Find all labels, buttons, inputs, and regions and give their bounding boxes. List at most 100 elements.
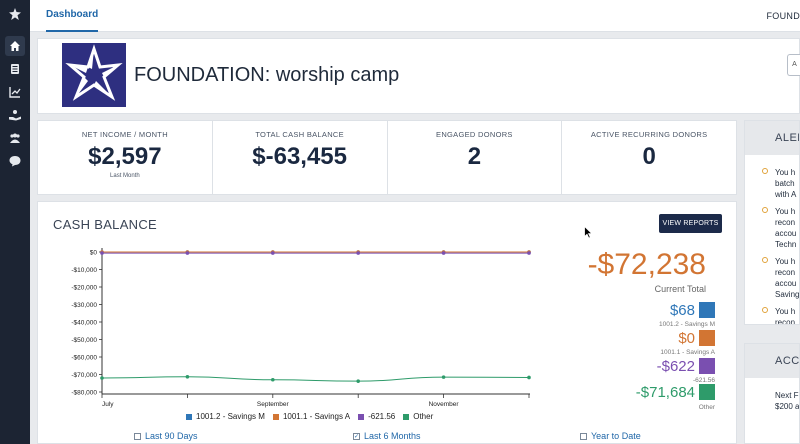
legend-item-savings-a[interactable]: 1001.1 - Savings A — [272, 412, 351, 421]
cash-balance-chart: $0 -$10,000 -$20,000 -$30,000 -$40,000 -$50,0… — [71, 248, 531, 408]
stat-engaged-donors: ENGAGED DONORS 2 — [388, 121, 563, 194]
data-point — [185, 251, 190, 255]
checkbox[interactable]: ✓ — [353, 432, 360, 440]
stats-row: NET INCOME / MONTH $2,597 Last Month TOT… — [37, 120, 737, 195]
series-label: Other — [698, 404, 715, 411]
series-value: -$622 — [656, 357, 695, 375]
accounts-panel: ACCO Next F $200 a — [744, 343, 800, 444]
org-header: FOUNDATION: worship camp A — [37, 38, 800, 114]
checkbox[interactable] — [134, 432, 141, 440]
current-total-label: Current Total — [654, 284, 706, 294]
data-point — [527, 251, 531, 255]
app-logo-icon[interactable] — [8, 7, 22, 21]
y-tick-label: -$80,000 — [71, 390, 97, 397]
y-tick-label: $0 — [90, 250, 98, 257]
alert-text: with A — [775, 190, 797, 199]
alert-text: You h — [775, 168, 796, 177]
chart-legend: 1001.2 - Savings M 1001.1 - Savings A -6… — [186, 412, 441, 421]
y-tick-label: -$20,000 — [71, 285, 97, 292]
foundation-logo-icon — [62, 43, 126, 107]
alert-item[interactable]: You hreconaccouCredit — [745, 306, 799, 324]
legend-label: 1001.1 - Savings A — [282, 412, 351, 421]
view-reports-button[interactable]: VIEW REPORTS — [659, 214, 722, 233]
alert-text: Saving — [775, 290, 800, 299]
data-point — [356, 379, 361, 383]
alert-text: accou — [775, 229, 797, 238]
y-tick-label: -$60,000 — [71, 355, 97, 362]
stat-label: NET INCOME / MONTH — [81, 130, 168, 139]
checkbox[interactable] — [580, 432, 587, 440]
alert-item[interactable]: You h recon accou Techn — [745, 206, 799, 250]
stat-total-cash: TOTAL CASH BALANCE $-63,455 — [213, 121, 388, 194]
stat-value: $2,597 — [88, 143, 162, 170]
alert-text: You h — [775, 207, 796, 216]
data-point — [356, 251, 361, 255]
y-tick-label: -$40,000 — [71, 320, 97, 327]
mouse-cursor-icon — [584, 226, 593, 239]
series-label: 1001.1 - Savings A — [660, 349, 715, 356]
alert-text: recon — [775, 218, 796, 227]
x-tick-label: July — [102, 401, 114, 408]
legend-swatch — [403, 413, 410, 420]
series-swatch — [699, 302, 715, 318]
range-last-90-days[interactable]: Last 90 Days — [134, 431, 198, 441]
x-tick-label: September — [257, 401, 290, 408]
alert-item[interactable]: You h batch with A — [745, 167, 799, 200]
range-label: Year to Date — [591, 431, 641, 441]
stat-label: ENGAGED DONORS — [436, 130, 513, 139]
alert-text: batch — [775, 179, 795, 188]
alert-text: accou — [775, 279, 797, 288]
org-switcher[interactable]: FOUND — [766, 11, 800, 21]
series-value: -$71,684 — [635, 383, 695, 401]
series-label: -621.56 — [692, 377, 715, 384]
series-line — [101, 376, 530, 382]
series-swatch — [699, 358, 715, 374]
home-icon[interactable] — [8, 39, 22, 53]
alert-item[interactable]: You h recon accou Saving — [745, 256, 799, 300]
legend-item-savings-m[interactable]: 1001.2 - Savings M — [186, 412, 265, 421]
alerts-panel: ALER You h batch with A You h recon accou Tech… — [744, 120, 800, 325]
stat-recurring-donors: ACTIVE RECURRING DONORS 0 — [562, 121, 736, 194]
series-summary-621: -$622 — [656, 357, 715, 375]
alert-text: You h — [775, 307, 796, 316]
data-point — [441, 375, 446, 379]
legend-label: -621.56 — [368, 412, 396, 421]
x-tick-label: November — [429, 401, 460, 408]
accounts-amount: $200 a — [775, 402, 800, 411]
people-icon[interactable] — [8, 131, 22, 145]
data-point — [527, 375, 531, 380]
ledger-icon[interactable] — [8, 62, 22, 76]
legend-item-621[interactable]: -621.56 — [358, 412, 395, 421]
stat-label: ACTIVE RECURRING DONORS — [590, 130, 708, 139]
alert-text: You h — [775, 257, 796, 266]
giving-hand-icon[interactable] — [8, 108, 22, 122]
data-point — [185, 374, 190, 379]
range-year-to-date[interactable]: Year to Date — [580, 431, 641, 441]
cash-balance-card: CASH BALANCE VIEW REPORTS $0 -$10,000 -$20… — [37, 201, 737, 444]
tab-dashboard[interactable]: Dashboard — [46, 0, 99, 32]
range-last-6-months[interactable]: ✓ Last 6 Months — [353, 431, 421, 441]
alert-dot-icon — [762, 307, 768, 313]
legend-swatch — [186, 413, 192, 420]
series-swatch — [699, 384, 715, 400]
stat-label: TOTAL CASH BALANCE — [255, 130, 344, 139]
series-summary-savings-m: $68 — [669, 301, 715, 319]
accounts-next: Next F — [775, 391, 799, 400]
stat-value: $-63,455 — [252, 143, 347, 170]
reports-chart-icon[interactable] — [8, 85, 22, 99]
chat-icon[interactable] — [8, 154, 22, 168]
y-tick-label: -$70,000 — [71, 372, 97, 379]
alerts-title: ALER — [745, 121, 799, 155]
stat-value: 0 — [642, 143, 656, 170]
cash-balance-title: CASH BALANCE — [53, 217, 158, 232]
range-label: Last 6 Months — [364, 431, 421, 441]
data-point — [441, 251, 446, 255]
series-value: $68 — [669, 301, 695, 319]
legend-item-other[interactable]: Other — [403, 412, 433, 421]
alert-dot-icon — [762, 257, 768, 263]
accounts-title: ACCO — [745, 344, 799, 378]
range-label: Last 90 Days — [145, 431, 198, 441]
header-action-button[interactable]: A — [787, 54, 800, 76]
series-label: 1001.2 - Savings M — [658, 321, 715, 328]
alert-dot-icon — [762, 207, 768, 213]
